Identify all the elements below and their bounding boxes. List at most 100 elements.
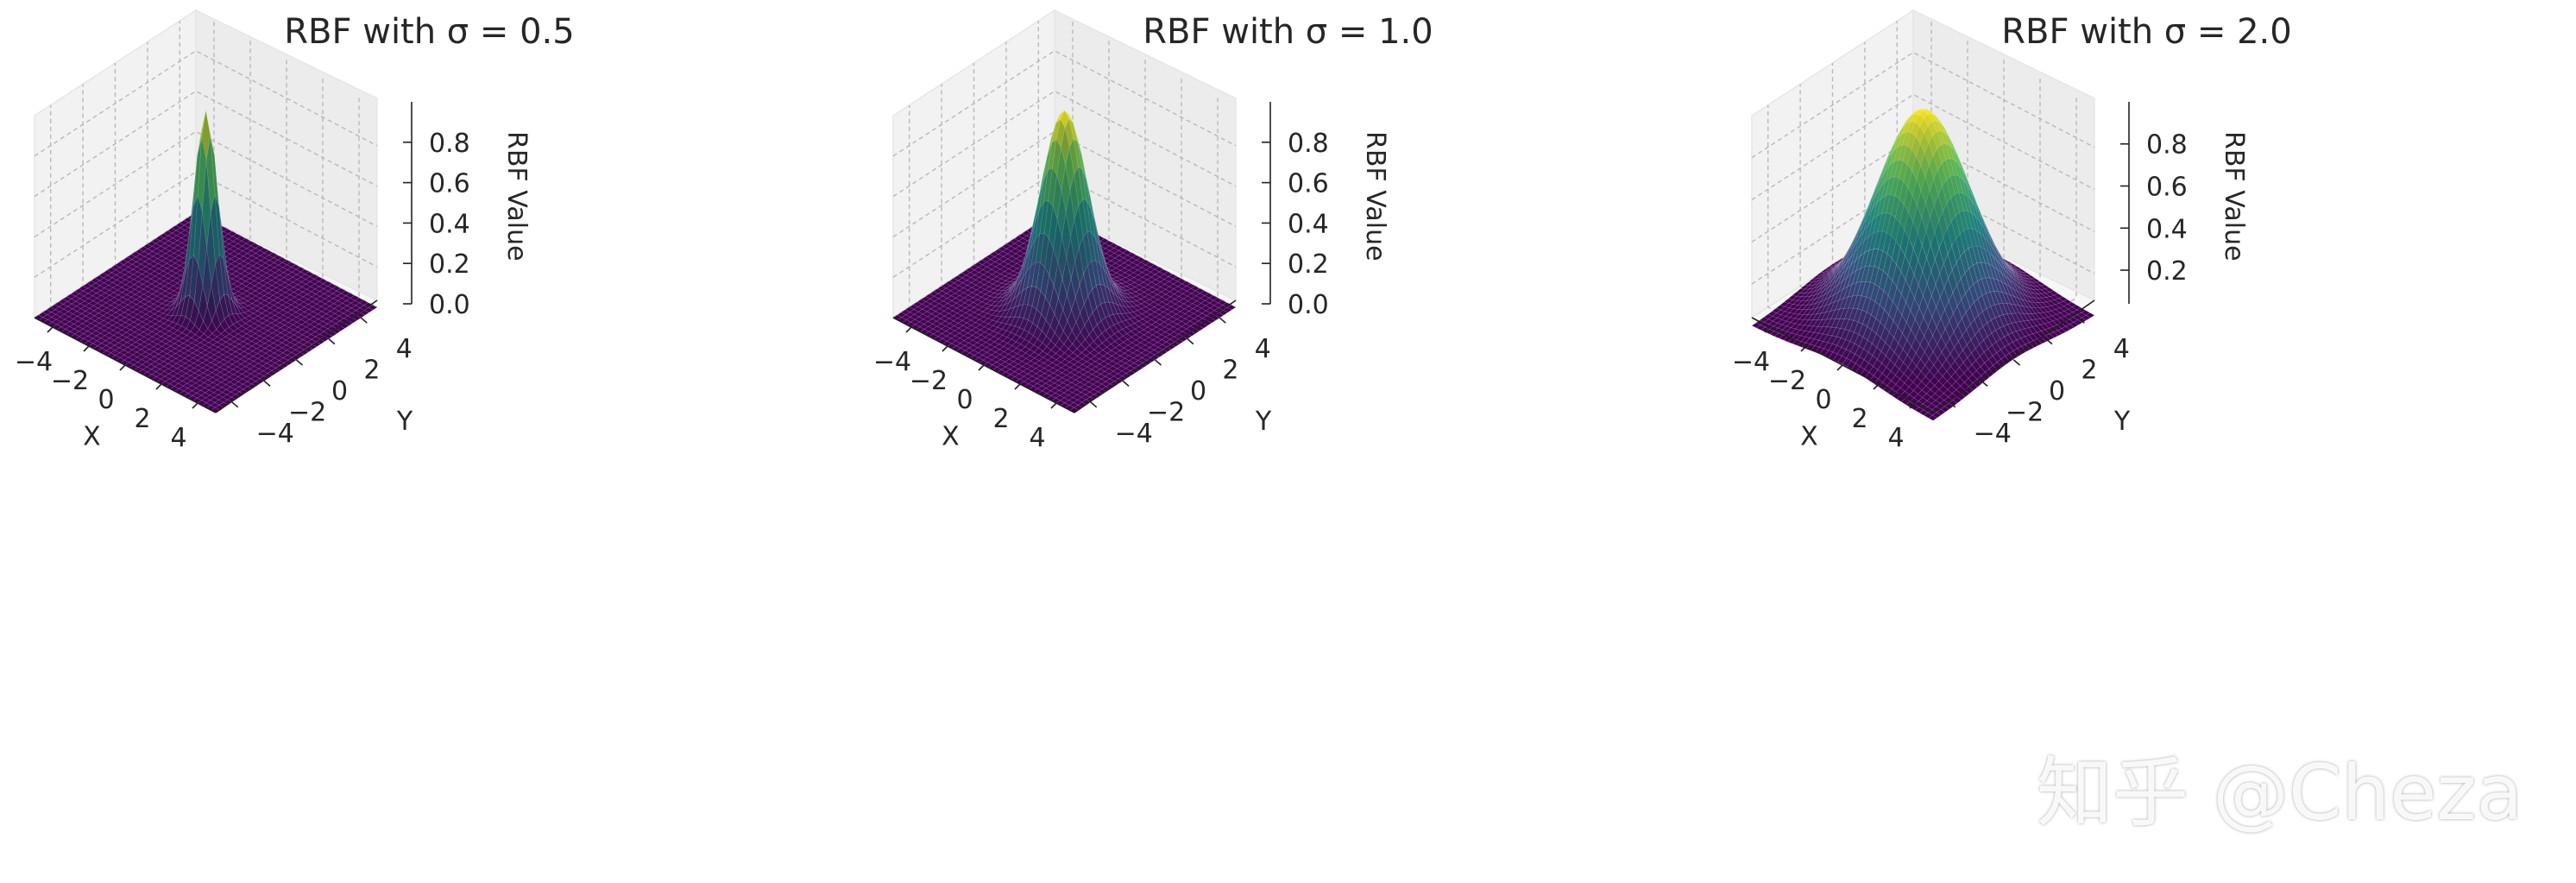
z-tick-label: 0.6	[1288, 169, 1329, 199]
grid-line-z	[892, 171, 1237, 278]
z-tick-label: 0.4	[1288, 209, 1329, 239]
surface-patch	[1972, 379, 1982, 388]
x-tick	[1836, 364, 1843, 371]
y-tick-label: 0	[1190, 376, 1206, 407]
y-tick-label: 2	[363, 356, 380, 386]
z-tick-label: 0.2	[2146, 256, 2188, 287]
x-tick-label: 0	[98, 385, 114, 415]
y-tick	[1981, 380, 1988, 388]
y-tick	[2077, 317, 2085, 324]
x-tick	[119, 364, 126, 371]
x-tick-label: 4	[170, 423, 186, 453]
axes	[1751, 102, 2130, 413]
y-tick	[1122, 380, 1130, 388]
y-tick	[263, 380, 271, 388]
z-tick-label: 0.6	[2146, 173, 2188, 203]
surface-patch	[2049, 331, 2059, 338]
watermark: 知乎 @Cheza	[2037, 748, 2523, 837]
y-tick	[1090, 401, 1098, 408]
z-tick-label: 0.8	[2146, 130, 2188, 161]
subplot-sigma-2-0: RBF with σ = 2.0 −4 −2 0 2 4 X −4 −2 0 2 4 Y 0.2 0.4 0…	[1717, 0, 2576, 883]
x-axis-label: X	[942, 421, 960, 451]
grid-line-z	[892, 130, 1237, 237]
x-tick-label: 2	[134, 404, 150, 434]
y-tick	[231, 401, 239, 408]
y-tick-label: 4	[2113, 334, 2130, 364]
chart-title: RBF with σ = 1.0	[1143, 12, 1433, 52]
z-tick-label: 0.4	[429, 209, 470, 239]
x-tick	[1873, 383, 1880, 390]
z-tick-label: 0.0	[1288, 290, 1329, 320]
x-tick-label: −2	[51, 366, 89, 396]
x-axis-label: X	[1800, 421, 1818, 451]
y-tick-label: −4	[1115, 419, 1153, 449]
surface-patch	[1940, 406, 1950, 413]
x-tick	[978, 364, 985, 371]
z-tick-label: 0.4	[2146, 214, 2188, 244]
x-tick-label: −4	[1732, 347, 1770, 377]
y-tick-label: 0	[2049, 376, 2065, 407]
grid-line-z	[34, 49, 378, 157]
y-tick-label: −4	[256, 419, 294, 449]
subplot-sigma-1-0: RBF with σ = 1.0 −4 −2 0 2 4 X −4 −2 0 2 4 Y 0.0 0.2 0…	[859, 0, 1717, 883]
y-tick-label: 2	[2081, 356, 2097, 386]
x-tick-label: −2	[910, 366, 948, 396]
surface-patch	[1174, 338, 1184, 345]
y-tick-label: −2	[2006, 397, 2044, 427]
surface-patch	[315, 338, 325, 345]
z-tick-label: 0.2	[1288, 249, 1329, 280]
grid-line-z	[1751, 136, 2095, 243]
grid-line-y	[1767, 104, 1950, 403]
y-axis-label: Y	[396, 407, 413, 437]
z-axis-label: RBF Value	[2219, 131, 2249, 262]
y-tick-label: −4	[1974, 419, 2012, 449]
x-axis-label: X	[83, 421, 101, 451]
x-tick	[47, 326, 54, 333]
x-tick	[942, 345, 948, 352]
y-tick	[1219, 317, 1226, 324]
rbf-surface	[34, 110, 378, 413]
y-tick	[1154, 359, 1162, 366]
surface-patch	[2073, 319, 2083, 325]
surface-patch	[2044, 333, 2055, 340]
y-tick	[1187, 337, 1194, 345]
x-tick-label: −4	[15, 347, 53, 377]
z-axis-label: RBF Value	[501, 131, 532, 262]
surface-patch	[2056, 328, 2067, 335]
grid-line-z	[34, 171, 378, 278]
surface-patch	[1931, 412, 1942, 419]
y-tick	[360, 317, 368, 324]
axes	[34, 102, 413, 413]
x-tick-label: 0	[956, 385, 973, 415]
y-tick	[1949, 401, 1956, 408]
x-tick	[1764, 326, 1771, 333]
x-tick	[1050, 402, 1057, 409]
axes	[892, 102, 1271, 413]
x-tick	[192, 402, 198, 409]
grid-line-z	[34, 130, 378, 237]
surface-patch	[307, 344, 318, 350]
x-tick-label: 4	[1887, 423, 1904, 453]
x-tick-label: 0	[1815, 385, 1831, 415]
y-axis-line	[1074, 300, 1237, 413]
x-tick	[1800, 345, 1807, 352]
grid-line-z	[34, 211, 378, 319]
surface-patch	[1222, 306, 1232, 313]
x-tick-label: 4	[1029, 423, 1045, 453]
surface-patch	[1928, 414, 1938, 421]
surface-patch	[368, 304, 378, 311]
rbf-surface	[892, 110, 1237, 413]
z-tick-label: 0.2	[429, 249, 470, 280]
y-tick	[295, 359, 304, 366]
y-tick	[328, 337, 336, 345]
y-axis-line	[1932, 300, 2095, 413]
y-tick	[2045, 337, 2053, 345]
x-tick-label: 2	[1851, 404, 1867, 434]
rbf-surface	[1751, 108, 2095, 421]
y-tick-label: 2	[1222, 356, 1238, 386]
y-tick-label: 4	[396, 334, 413, 364]
grid-line-y	[1799, 84, 1982, 382]
y-tick-label: 4	[1255, 334, 1271, 364]
